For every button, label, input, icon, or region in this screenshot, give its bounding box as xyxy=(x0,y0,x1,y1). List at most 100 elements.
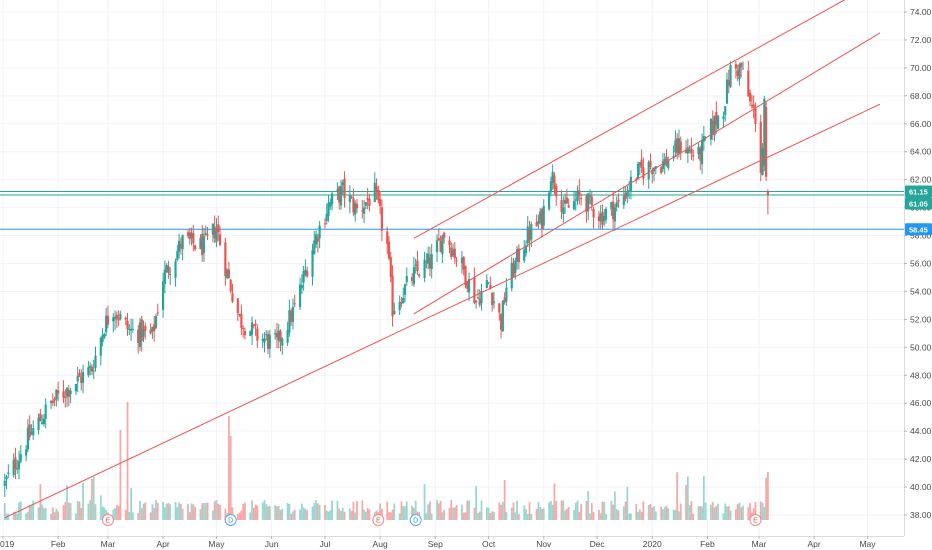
volume-bar xyxy=(187,504,189,520)
dividend-marker[interactable]: D xyxy=(224,514,237,526)
candle-body xyxy=(202,236,206,253)
marker-label: E xyxy=(753,518,758,525)
volume-bar xyxy=(564,510,567,520)
candle-body xyxy=(473,277,476,303)
volume-bar xyxy=(464,512,467,520)
candle-body xyxy=(379,199,382,207)
candle-body xyxy=(364,202,367,206)
volume-bar xyxy=(151,504,154,520)
trend-lines[interactable] xyxy=(4,0,881,519)
candle-body xyxy=(766,190,769,196)
candle-body xyxy=(62,391,65,398)
candle-body xyxy=(293,303,296,305)
volume-bar xyxy=(380,508,383,520)
candle-body xyxy=(350,196,353,198)
candle-body xyxy=(629,176,633,191)
earnings-marker[interactable]: E xyxy=(101,514,114,526)
candle-body xyxy=(485,279,488,288)
volume-bar xyxy=(542,508,545,520)
price-badge[interactable]: 58.45 xyxy=(905,223,932,236)
candle-body xyxy=(275,332,279,338)
price-badge[interactable]: 61.05 xyxy=(905,197,932,210)
candle-body xyxy=(610,202,613,210)
price-badge-label: 58.45 xyxy=(909,225,928,234)
volume-bar xyxy=(437,503,440,520)
volume-bar xyxy=(466,500,469,520)
volume-bar xyxy=(131,512,134,520)
candle-body xyxy=(425,261,428,263)
candle-body xyxy=(489,284,492,290)
volume-bar xyxy=(66,485,68,520)
volume-bar xyxy=(654,511,657,520)
earnings-marker[interactable]: E xyxy=(372,514,385,526)
price-badge[interactable]: 61.15 xyxy=(905,185,932,198)
volume-bar xyxy=(62,505,65,520)
candle-body xyxy=(724,106,727,115)
earnings-marker[interactable]: E xyxy=(749,514,762,526)
candle-body xyxy=(341,182,344,186)
candle-body xyxy=(238,313,241,316)
candle-body xyxy=(252,324,255,326)
y-tick-label: 72.00 xyxy=(910,35,932,45)
volume-bar xyxy=(244,502,246,520)
candle-body xyxy=(41,422,44,425)
candle-body xyxy=(761,148,764,176)
candle-body xyxy=(80,376,83,383)
volume-bar xyxy=(379,503,382,520)
volume-bar xyxy=(261,502,264,520)
marker-label: E xyxy=(376,518,381,525)
candle-body xyxy=(603,215,606,222)
trend-line[interactable] xyxy=(413,0,848,239)
volume-bar xyxy=(535,509,538,520)
volume-bar xyxy=(53,512,56,520)
candle-body xyxy=(144,325,147,331)
x-tick-label: Feb xyxy=(51,539,66,549)
x-tick-label: Mar xyxy=(101,539,116,549)
candle-body xyxy=(626,192,629,197)
volume-bar xyxy=(436,500,438,520)
candle-body xyxy=(466,281,469,289)
volume-bar xyxy=(690,501,693,520)
volume-bar xyxy=(130,488,132,520)
volume-bar xyxy=(653,506,655,520)
candle-body xyxy=(400,301,403,304)
volume-bar xyxy=(325,510,328,520)
candle-body xyxy=(65,387,69,397)
volume-bar xyxy=(265,504,268,520)
candle-body xyxy=(78,372,81,377)
volume-bar xyxy=(702,475,705,520)
volume-bar xyxy=(667,508,670,520)
candle-body xyxy=(138,322,142,347)
trend-line[interactable] xyxy=(413,32,881,315)
volume-bar xyxy=(99,495,102,520)
candle-body xyxy=(254,323,257,326)
dividend-marker[interactable]: D xyxy=(409,514,422,526)
volume-bar xyxy=(742,505,744,520)
candle-body xyxy=(256,328,259,341)
candle-body xyxy=(277,330,280,341)
volume-bar xyxy=(400,501,403,520)
candle-body xyxy=(113,316,117,320)
volume-bar xyxy=(541,508,543,520)
volume-bar xyxy=(752,508,755,520)
candle-body xyxy=(418,274,421,277)
candle-body xyxy=(617,200,620,202)
candle-body xyxy=(192,232,195,244)
volume-bar xyxy=(404,506,406,520)
candle-body xyxy=(535,222,538,227)
trend-line[interactable] xyxy=(4,103,881,519)
volume-bar xyxy=(194,506,197,520)
volume-bar xyxy=(512,502,515,520)
volume-bar xyxy=(364,511,367,520)
marker-circle xyxy=(101,514,114,526)
candle-body xyxy=(503,297,506,303)
candle-body xyxy=(240,313,243,328)
volume-bar xyxy=(139,500,141,520)
volume-bar xyxy=(526,513,529,520)
candle-body xyxy=(14,457,17,470)
volume-bar xyxy=(238,512,241,520)
volume-bar xyxy=(43,508,45,520)
volume-bar xyxy=(203,503,205,520)
